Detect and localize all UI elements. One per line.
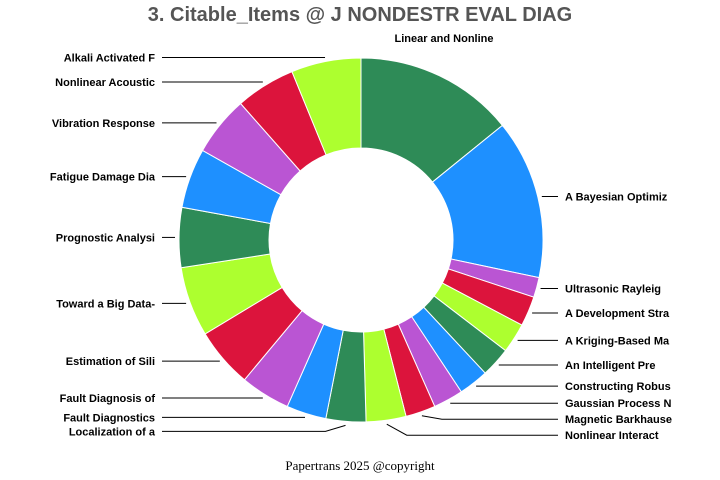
slice-label: Fatigue Damage Dia	[50, 172, 156, 184]
slice-label: Nonlinear Interact	[565, 430, 659, 442]
slice-label: A Development Stra	[565, 308, 670, 320]
slice-label: Magnetic Barkhause	[565, 414, 672, 426]
chart-title: 3. Citable_Items @ J NONDESTR EVAL DIAG	[147, 4, 573, 26]
slice-label: Estimation of Sili	[66, 356, 155, 368]
slice-label: Prognostic Analysi	[56, 232, 155, 244]
slice-label: Constructing Robus	[565, 381, 671, 393]
slice-label: Fault Diagnosis of	[60, 393, 156, 405]
slice-label: An Intelligent Pre	[565, 360, 655, 372]
slice-label: Ultrasonic Rayleig	[565, 284, 661, 296]
slice-label: A Bayesian Optimiz	[565, 191, 668, 203]
slice-label: Gaussian Process N	[565, 398, 671, 410]
slice-label: Nonlinear Acoustic	[55, 77, 155, 89]
slice-label: Fault Diagnostics	[63, 412, 155, 424]
slice-label: Toward a Big Data-	[56, 298, 155, 310]
slice-label: Localization of a	[69, 426, 156, 438]
slice-label: A Kriging-Based Ma	[565, 335, 670, 347]
label-leader-line	[386, 423, 558, 436]
donut-slice	[291, 57, 362, 156]
copyright-footer: Papertrans 2025 @copyright	[285, 458, 435, 473]
slice-label: Alkali Activated F	[64, 53, 156, 65]
slice-label: Linear and Nonline	[394, 33, 493, 45]
slice-label: Vibration Response	[52, 118, 155, 130]
label-leader-line	[421, 415, 558, 420]
label-leader-line	[162, 424, 346, 432]
